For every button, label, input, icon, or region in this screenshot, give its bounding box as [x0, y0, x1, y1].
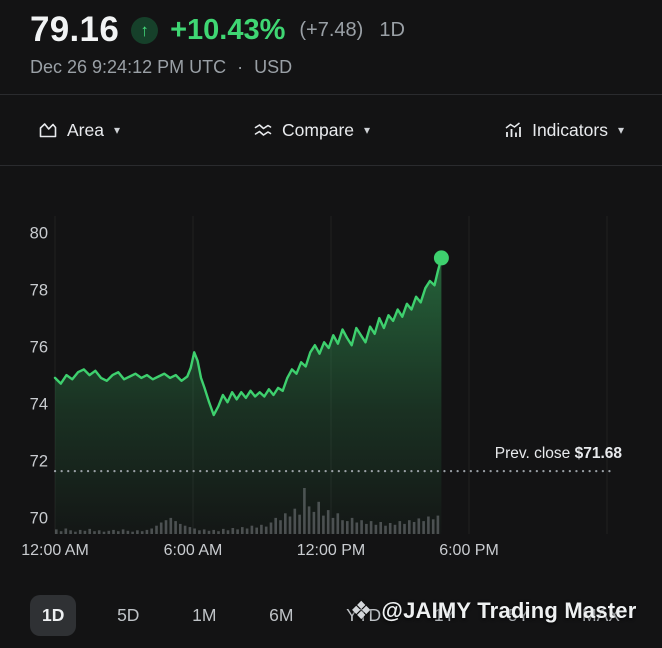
area-chart-icon [39, 123, 57, 138]
volume-bars [55, 488, 440, 534]
compare-button[interactable]: Compare ▾ [253, 120, 370, 141]
tab-max[interactable]: MAX [582, 604, 620, 625]
y-axis-label: 72 [29, 452, 48, 471]
y-axis-label: 78 [29, 281, 48, 300]
compare-button-label: Compare [282, 119, 355, 140]
up-arrow-icon: ↑ [131, 16, 159, 44]
price-row: 79.16 ↑ +10.43% (+7.48) 1D [30, 10, 662, 50]
change-percent: +10.43% [170, 13, 286, 46]
tab-1m[interactable]: 1M [192, 604, 217, 625]
chart-toolbar: Area ▾ Compare ▾ Indicators ▾ [0, 94, 662, 166]
x-axis-label: 12:00 AM [21, 542, 89, 559]
tab-6m[interactable]: 6M [269, 604, 294, 625]
change-absolute: (+7.48) [299, 18, 364, 41]
price-line [53, 256, 443, 417]
x-axis-label: 6:00 PM [439, 542, 499, 559]
area-chart-type-button[interactable]: Area ▾ [38, 120, 120, 141]
area-button-label: Area [67, 119, 104, 140]
x-axis-label: 6:00 AM [163, 542, 223, 559]
prev-close-value: $71.68 [574, 445, 622, 463]
chart-area[interactable]: 80 78 76 74 72 70 12:00 AM 6:00 AM 12:00 PM 6:00… [0, 166, 662, 562]
tab-ytd[interactable]: YTD [346, 604, 382, 625]
y-axis-label: 74 [29, 395, 48, 414]
dot-separator: · [237, 57, 244, 77]
prev-close-label: Prev. close $71.68 [495, 445, 622, 463]
chevron-down-icon: ▾ [113, 123, 120, 137]
price-chart-svg[interactable] [0, 166, 662, 562]
tab-5d[interactable]: 5D [117, 604, 140, 625]
y-axis-label: 70 [29, 509, 48, 528]
compare-icon [254, 124, 272, 136]
tab-5y[interactable]: 5Y [507, 604, 530, 625]
change-range-label: 1D [379, 18, 405, 41]
current-price: 79.16 [30, 10, 120, 49]
chevron-down-icon: ▾ [617, 123, 624, 137]
indicators-button-label: Indicators [532, 119, 608, 140]
tab-1y[interactable]: 1Y [433, 604, 456, 625]
x-axis-label: 12:00 PM [296, 542, 366, 559]
y-axis-label: 80 [29, 224, 48, 243]
prev-close-text: Prev. close [494, 445, 571, 463]
indicators-icon [505, 122, 521, 137]
currency: USD [254, 57, 293, 77]
price-header: 79.16 ↑ +10.43% (+7.48) 1D Dec 26 9:24:1… [0, 0, 662, 78]
timestamp-row: Dec 26 9:24:12 PM UTC · USD [30, 57, 662, 78]
time-range-tabs: 1D 5D 1M 6M YTD 1Y 5Y MAX [0, 576, 662, 648]
y-axis-label: 76 [29, 338, 48, 357]
indicators-button[interactable]: Indicators ▾ [503, 120, 624, 141]
last-price-dot [433, 250, 449, 266]
chevron-down-icon: ▾ [364, 123, 371, 137]
tab-1d[interactable]: 1D [30, 594, 77, 636]
timestamp: Dec 26 9:24:12 PM UTC [30, 57, 227, 77]
arrow-glyph: ↑ [140, 20, 149, 40]
